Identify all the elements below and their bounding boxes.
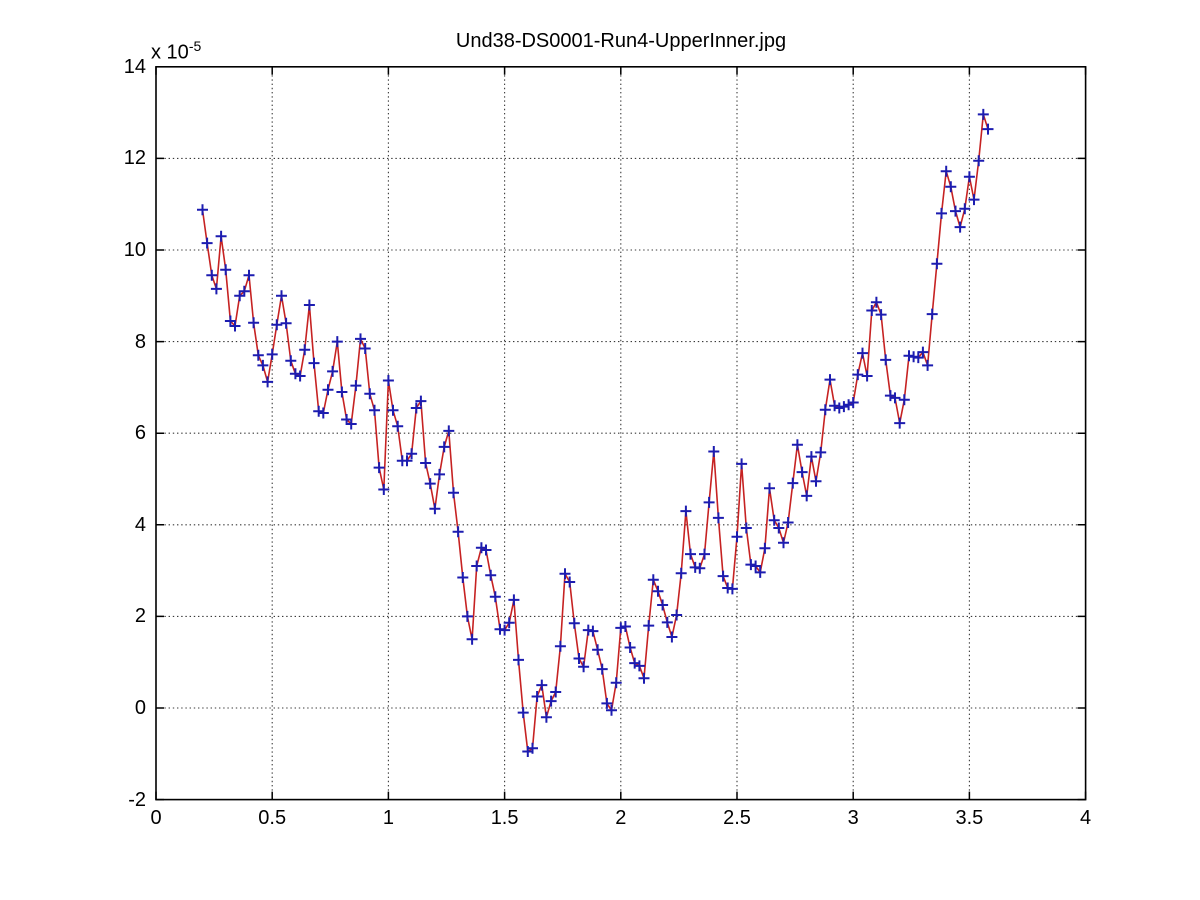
x-tick-label: 2.5 bbox=[723, 806, 751, 829]
x-tick-label: 2 bbox=[615, 806, 627, 829]
y-tick-label: 0 bbox=[134, 697, 146, 719]
x-tick-label: 0 bbox=[150, 806, 162, 829]
x-tick-label: 1.5 bbox=[490, 806, 519, 829]
y-axis-multiplier-label: x 10-5 bbox=[151, 38, 201, 65]
x-tick-label: 3.5 bbox=[955, 806, 984, 829]
y-tick-label: 12 bbox=[123, 147, 146, 170]
y-tick-label: 10 bbox=[123, 239, 146, 261]
grid-lines bbox=[156, 66, 1086, 800]
data-point-markers bbox=[197, 108, 994, 757]
x-tick-label: 0.5 bbox=[258, 806, 287, 829]
axis-tick-marks bbox=[155, 66, 1087, 801]
y-multiplier-exponent: -5 bbox=[188, 38, 202, 54]
y-tick-label: 2 bbox=[134, 605, 146, 628]
y-tick-label: 4 bbox=[134, 513, 146, 536]
y-multiplier-base: x 10 bbox=[151, 41, 189, 64]
chart-title: Und38-DS0001-Run4-UpperInner.jpg bbox=[455, 30, 787, 52]
x-tick-label: 3 bbox=[847, 806, 859, 829]
y-tick-label: -2 bbox=[128, 788, 146, 811]
y-tick-label: 14 bbox=[123, 55, 146, 78]
y-tick-label: 6 bbox=[134, 422, 146, 445]
y-tick-label: 8 bbox=[134, 330, 146, 353]
x-tick-label: 4 bbox=[1080, 806, 1092, 829]
x-tick-label: 1 bbox=[382, 806, 394, 829]
